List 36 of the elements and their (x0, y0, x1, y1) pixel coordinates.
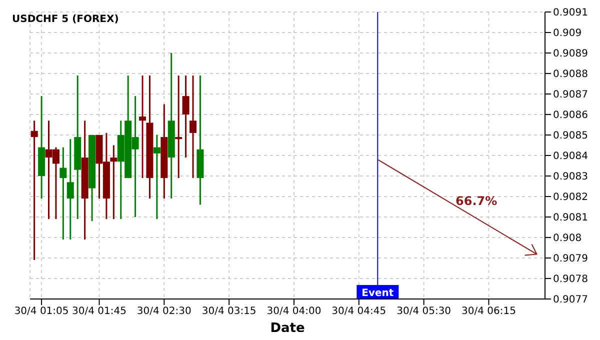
ref-line-label: Event (362, 288, 394, 299)
candlestick (66, 138, 74, 240)
x-tick-label: 30/4 01:05 (14, 306, 69, 318)
x-tick-label: 30/4 04:00 (266, 306, 322, 318)
y-tick-label: 0.9088 (553, 69, 588, 80)
x-tick-label: 30/4 05:30 (396, 306, 452, 318)
x-tick-label: 30/4 01:45 (72, 306, 126, 318)
y-tick-label: 0.9077 (553, 294, 588, 306)
candlestick (153, 134, 160, 220)
y-tick-label: 0.9078 (553, 274, 588, 286)
candlestick (182, 74, 190, 158)
chart-title: USDCHF 5 (FOREX) (12, 14, 119, 25)
y-tick-label: 0.9086 (553, 110, 588, 122)
y-tick-label: 0.9087 (553, 90, 588, 101)
y-tick-label: 0.909 (553, 28, 582, 40)
y-tick-label: 0.9085 (553, 130, 588, 142)
y-tick-label: 0.908 (553, 233, 582, 244)
candlestick (30, 120, 38, 261)
candlestick (139, 74, 146, 179)
y-tick-label: 0.9089 (553, 48, 588, 60)
y-tick-label: 0.9081 (553, 212, 588, 224)
x-tick-label: 30/4 04:45 (332, 306, 386, 318)
candlestick (110, 144, 118, 220)
candlestick (190, 74, 197, 179)
x-tick-label: 30/4 02:30 (136, 306, 192, 318)
x-axis-title: Date (270, 321, 305, 336)
annotation: 66.7% (456, 194, 498, 208)
y-tick-label: 0.9079 (553, 254, 588, 265)
candlestick (60, 146, 67, 240)
candlestick (175, 74, 182, 179)
x-tick-label: 30/4 03:15 (202, 306, 256, 318)
y-tick-label: 0.9084 (553, 151, 588, 162)
x-tick-label: 30/4 06:15 (462, 306, 516, 318)
y-tick-label: 0.9091 (553, 8, 588, 19)
y-tick-label: 0.9083 (553, 172, 588, 183)
y-tick-label: 0.9082 (553, 192, 588, 204)
